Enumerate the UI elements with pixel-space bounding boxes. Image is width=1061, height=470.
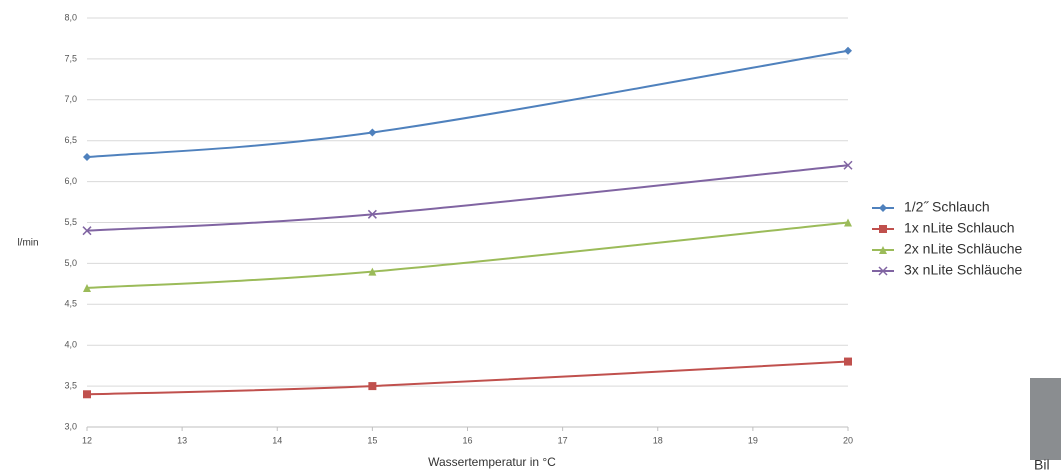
y-tick-label: 3,0 (64, 421, 77, 431)
legend-label: 3x nLite Schläuche (904, 262, 1023, 278)
y-tick-label: 7,5 (64, 53, 77, 63)
marker (368, 129, 376, 137)
x-tick-label: 17 (558, 435, 568, 445)
x-tick-label: 16 (462, 435, 472, 445)
x-tick-label: 15 (367, 435, 377, 445)
chart: Bil l/min Wassertemperatur in °C 3,0 3,5 4… (0, 0, 1061, 470)
y-tick-label: 4,5 (64, 299, 77, 309)
y-tick-label: 7,0 (64, 94, 77, 104)
marker (879, 225, 887, 233)
legend-label: 2x nLite Schläuche (904, 241, 1023, 257)
x-tick-label: 19 (748, 435, 758, 445)
marker (844, 47, 852, 55)
series-line (87, 165, 848, 230)
series-line (87, 223, 848, 288)
y-tick-label: 6,0 (64, 176, 77, 186)
x-tick-label: 12 (82, 435, 92, 445)
marker (879, 204, 887, 212)
legend-label: 1x nLite Schlauch (904, 220, 1015, 236)
marker (844, 358, 852, 366)
photo-fragment (1030, 378, 1061, 460)
y-tick-label: 6,5 (64, 135, 77, 145)
y-axis-label: l/min (17, 238, 38, 249)
y-tick-label: 3,5 (64, 380, 77, 390)
x-tick-label: 14 (272, 435, 282, 445)
marker (83, 153, 91, 161)
series-line (87, 362, 848, 395)
x-tick-label: 20 (843, 435, 853, 445)
y-tick-label: 5,5 (64, 217, 77, 227)
caption: Bil (1034, 457, 1050, 470)
legend-label: 1/2˝ Schlauch (904, 199, 990, 215)
x-tick-label: 13 (177, 435, 187, 445)
marker (368, 382, 376, 390)
y-tick-label: 8,0 (64, 12, 77, 22)
y-tick-label: 5,0 (64, 258, 77, 268)
x-tick-label: 18 (653, 435, 663, 445)
marker (83, 390, 91, 398)
y-tick-label: 4,0 (64, 340, 77, 350)
x-axis-label: Wassertemperatur in °C (428, 455, 556, 469)
